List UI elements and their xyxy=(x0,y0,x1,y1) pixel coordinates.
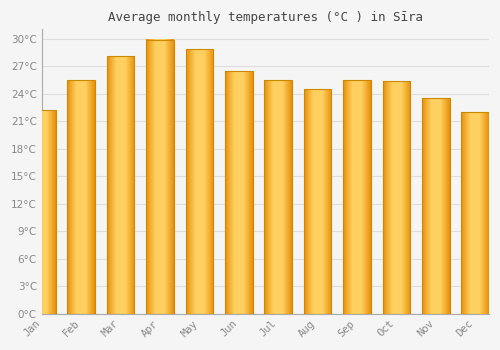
Bar xyxy=(28,110,56,314)
Bar xyxy=(68,80,95,314)
Bar xyxy=(304,89,332,314)
Bar xyxy=(343,80,370,314)
Bar xyxy=(225,71,252,314)
Bar xyxy=(462,112,489,314)
Bar xyxy=(186,49,213,314)
Bar xyxy=(264,80,292,314)
Bar xyxy=(422,98,450,314)
Bar xyxy=(146,40,174,314)
Bar xyxy=(343,80,370,314)
Bar xyxy=(462,112,489,314)
Bar xyxy=(225,71,252,314)
Bar xyxy=(146,40,174,314)
Bar xyxy=(186,49,213,314)
Bar xyxy=(28,110,56,314)
Bar xyxy=(304,89,332,314)
Bar xyxy=(382,81,410,314)
Bar xyxy=(382,81,410,314)
Bar xyxy=(264,80,292,314)
Bar xyxy=(422,98,450,314)
Title: Average monthly temperatures (°C ) in Sīra: Average monthly temperatures (°C ) in Sī… xyxy=(108,11,423,24)
Bar xyxy=(107,56,134,314)
Bar xyxy=(107,56,134,314)
Bar xyxy=(68,80,95,314)
